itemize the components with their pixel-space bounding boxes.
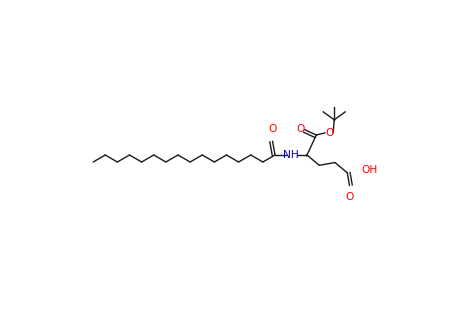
Text: NH: NH xyxy=(283,150,299,160)
Text: O: O xyxy=(296,123,305,134)
Text: O: O xyxy=(268,124,277,134)
Text: O: O xyxy=(325,128,333,138)
Text: OH: OH xyxy=(361,165,377,175)
Text: O: O xyxy=(346,192,354,202)
